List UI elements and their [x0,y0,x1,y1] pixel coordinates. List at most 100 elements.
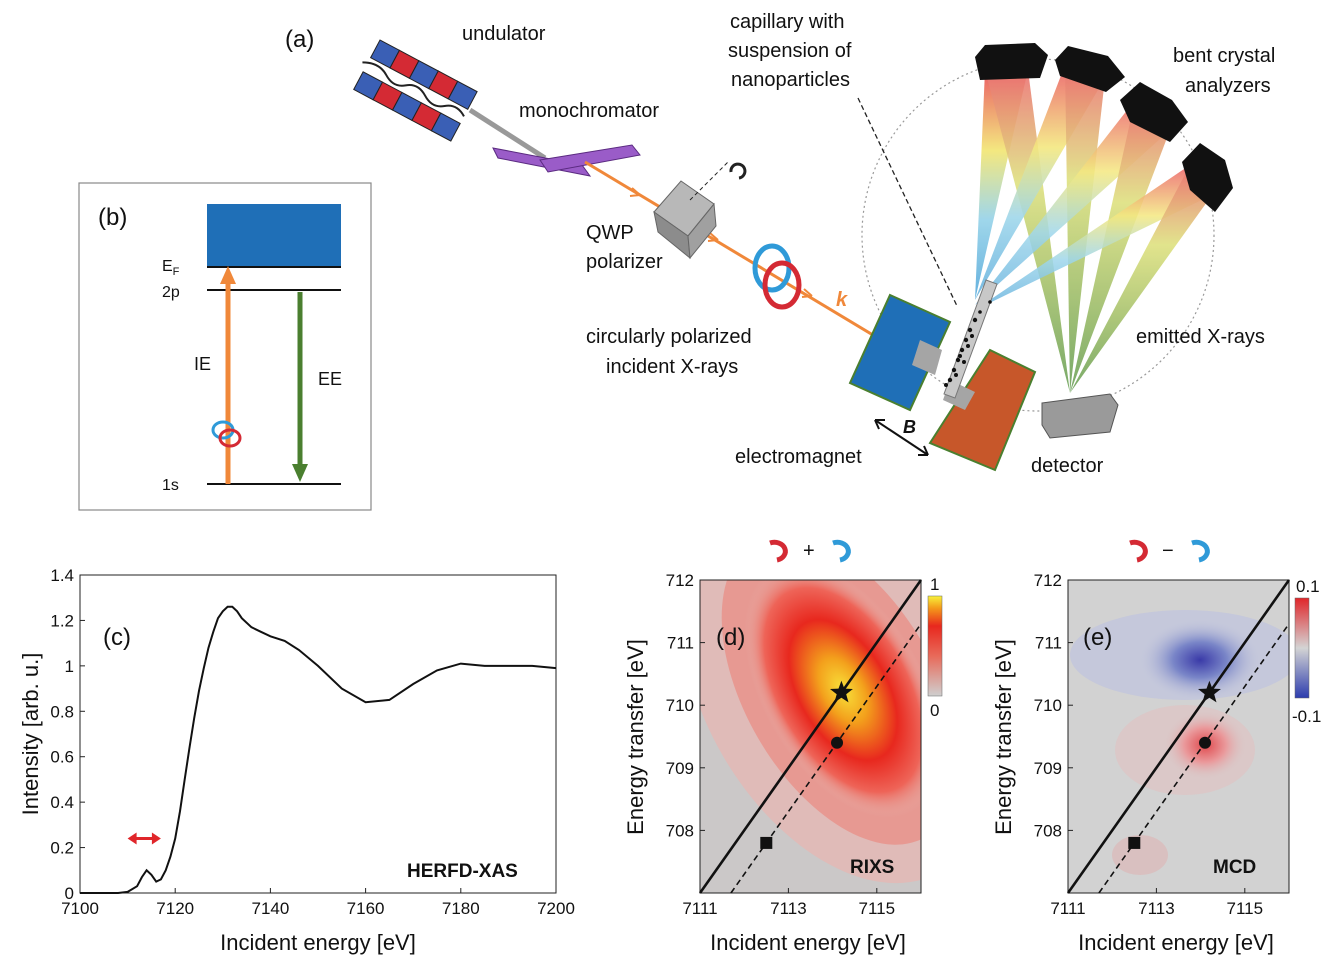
analyzers-label-2: analyzers [1185,75,1271,97]
star-marker [1198,680,1221,703]
range-marker-left-head [127,832,137,845]
pre-edge-range-marker [127,832,161,845]
constant-emission-line [698,579,923,894]
y-tick-label: 0.4 [50,793,74,812]
x-tick-label: 7160 [347,899,385,918]
qwp-label-2: polarizer [586,251,663,273]
monochromator-icon [492,144,641,177]
level-2p-label: 2p [162,284,180,301]
electromagnet-label: electromagnet [735,446,862,468]
xas-spectrum-line [80,605,557,894]
panel-a: (a) undulator monochromator [285,11,1275,477]
y-tick-label: 712 [1034,571,1062,590]
x-tick-label: 7100 [61,899,99,918]
detector-label: detector [1031,455,1104,477]
x-tick-label: 7113 [1138,899,1175,918]
detector-icon [1041,393,1119,439]
y-tick-label: 709 [666,759,694,778]
panel-d-tag: (d) [716,624,745,651]
panel-e: − 7111 7113 7115 708 709 710 711 712 0.1 -0.1 (… [991,539,1321,955]
square-marker [1128,836,1141,849]
level-1s-label: 1s [162,477,179,494]
mcd-sign: − [1162,540,1174,562]
undulator-icon [353,39,478,142]
rixs-colorbar [927,595,943,697]
y-tick-label: 712 [666,571,694,590]
circle-marker [831,736,844,749]
circ-label-2: incident X-rays [606,356,738,378]
plot-d-xlabel: Incident energy [eV] [710,930,906,955]
x-tick-label: 7115 [859,899,896,918]
x-tick-label: 7111 [1050,899,1085,918]
plot-e-xlabel: Incident energy [eV] [1078,930,1274,955]
constant-emission-line [1066,579,1291,894]
capillary-label-1: capillary with [730,11,844,33]
circle-marker [1199,736,1212,749]
plot-e-overlay: 7111 7113 7115 708 709 710 711 712 [1034,571,1291,918]
plot-d-overlay: 7111 7113 7115 708 709 710 711 712 [666,571,923,918]
plot-c-ticks: 7100 7120 7140 7160 7180 7200 0 0.2 0.4 0.6 0.8 1 1.… [50,566,575,918]
plot-e-ylabel: Energy transfer [eV] [991,639,1016,835]
panel-b-tag: (b) [98,204,127,231]
plot-d-frame [699,579,922,894]
y-tick-label: 711 [667,634,694,653]
y-tick-label: 708 [666,821,694,840]
capillary-label-2: suspension of [728,40,852,62]
mcd-colorbar [1294,597,1310,699]
mcd-cbar-max: 0.1 [1296,577,1320,596]
panel-c: 7100 7120 7140 7160 7180 7200 0 0.2 0.4 0.6 0.8 1 1.… [18,566,575,955]
plot-c-ylabel: Intensity [arb. u.] [18,653,43,816]
rixs-sign: + [803,540,815,562]
x-tick-label: 7120 [156,899,194,918]
capillary-pointer [857,97,958,307]
b-label: B [903,417,916,437]
square-marker [760,836,773,849]
y-tick-label: 0.8 [50,702,74,721]
rowland-circle [861,58,1215,412]
plot-d-ylabel: Energy transfer [eV] [623,639,648,835]
x-tick-label: 7180 [442,899,480,918]
x-tick-label: 7113 [770,899,807,918]
capillary-icon [943,279,998,399]
rixs-title: + [769,539,851,563]
beam-white [468,107,547,161]
range-marker-right-head [151,832,161,845]
circular-polarization-icon [752,243,802,310]
b-field-arrow [874,419,929,456]
x-tick-label: 7115 [1227,899,1264,918]
circ-label-1: circularly polarized [586,326,752,348]
plot-c-frame [79,574,557,894]
y-tick-label: 710 [1034,696,1062,715]
star-marker [830,680,853,703]
mcd-title: − [1129,539,1210,563]
rotation-icon [729,162,747,180]
k-label: k [836,289,848,311]
y-tick-label: 0.6 [50,748,74,767]
plot-c-xlabel: Incident energy [eV] [220,930,416,955]
bent-crystal-analyzer-icons [975,43,1233,212]
ie-label: IE [194,354,211,374]
undulator-label: undulator [462,23,546,45]
capillary-label-3: nanoparticles [731,69,850,91]
qwp-polarizer-icon [653,180,717,260]
panel-e-tag: (e) [1083,624,1112,651]
ef-label: EF [162,258,180,278]
y-tick-label: 0 [65,884,74,903]
ee-label: EE [318,369,342,389]
mcd-cbar-min: -0.1 [1292,707,1321,726]
rixs-cbar-max: 1 [930,575,939,594]
rixs-cbar-min: 0 [930,701,939,720]
plot-e-frame [1067,579,1290,894]
panel-c-tag: (c) [103,624,131,651]
conduction-band [207,204,341,266]
qwp-label-1: QWP [586,222,634,244]
y-tick-label: 708 [1034,821,1062,840]
circular-polarization-small-icon [211,420,242,448]
panel-b: (b) EF 2p 1s IE EE [78,182,372,511]
y-tick-label: 1.4 [50,566,74,585]
panel-c-label: HERFD-XAS [407,861,518,882]
monochromator-label: monochromator [519,100,659,122]
x-tick-label: 7140 [251,899,289,918]
y-tick-label: 710 [666,696,694,715]
